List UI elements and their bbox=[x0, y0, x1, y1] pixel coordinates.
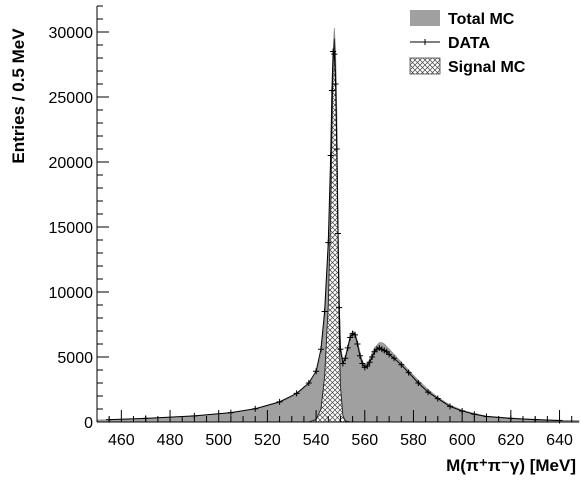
x-tick-label: 500 bbox=[205, 432, 232, 449]
data-point bbox=[369, 354, 376, 360]
x-tick-label: 520 bbox=[254, 432, 281, 449]
data-point bbox=[344, 344, 351, 351]
x-tick-label: 580 bbox=[400, 432, 427, 449]
data-point bbox=[446, 403, 453, 410]
y-tick-label: 10000 bbox=[49, 285, 94, 302]
legend-swatch-signal-mc bbox=[409, 57, 441, 75]
data-point bbox=[364, 363, 371, 370]
data-point bbox=[434, 395, 441, 402]
data-point bbox=[339, 360, 346, 367]
data-point bbox=[276, 398, 283, 405]
data-point bbox=[354, 341, 361, 347]
y-tick-label: 15000 bbox=[49, 220, 94, 237]
legend-swatch-data-marker bbox=[422, 39, 428, 45]
y-tick-label: 20000 bbox=[49, 155, 94, 172]
data-point bbox=[328, 87, 335, 94]
x-tick-label: 560 bbox=[351, 432, 378, 449]
x-tick-label: 620 bbox=[497, 432, 524, 449]
y-axis-title: Entries / 0.5 MeV bbox=[9, 28, 28, 164]
data-point bbox=[313, 368, 320, 375]
data-point bbox=[342, 355, 349, 362]
data-point bbox=[415, 380, 422, 386]
data-point bbox=[386, 351, 393, 358]
legend-label: DATA bbox=[448, 35, 491, 52]
x-tick-label: 600 bbox=[449, 432, 476, 449]
data-point bbox=[252, 405, 259, 412]
data-point bbox=[356, 352, 363, 359]
data-point bbox=[332, 81, 339, 87]
data-point bbox=[366, 359, 373, 366]
legend-swatch-total-mc bbox=[410, 10, 440, 26]
data-point bbox=[321, 308, 328, 315]
data-point bbox=[352, 331, 359, 338]
x-tick-label: 540 bbox=[303, 432, 330, 449]
data-point bbox=[331, 51, 338, 58]
data-point bbox=[330, 48, 337, 55]
data-point bbox=[336, 304, 343, 311]
data-point bbox=[337, 346, 344, 353]
series-data-line bbox=[109, 51, 560, 421]
y-tick-label: 25000 bbox=[49, 90, 94, 107]
data-point bbox=[347, 334, 354, 341]
data-point bbox=[227, 409, 234, 416]
x-tick-label: 640 bbox=[546, 432, 573, 449]
data-point bbox=[390, 355, 397, 362]
data-point bbox=[398, 361, 405, 368]
x-tick-label: 460 bbox=[108, 432, 135, 449]
y-tick-label: 0 bbox=[84, 415, 93, 432]
data-point bbox=[425, 389, 432, 396]
data-point bbox=[317, 346, 324, 353]
data-point bbox=[335, 230, 341, 237]
data-point bbox=[359, 360, 366, 367]
x-axis-title: M(π⁺π⁻γ) [MeV] bbox=[446, 456, 576, 475]
data-point bbox=[325, 239, 332, 246]
x-tick-label: 480 bbox=[157, 432, 184, 449]
series-signal-mc bbox=[308, 38, 351, 423]
data-point bbox=[333, 146, 340, 152]
data-point bbox=[305, 380, 312, 386]
y-tick-label: 5000 bbox=[57, 350, 93, 367]
data-point bbox=[293, 390, 300, 397]
data-point bbox=[327, 152, 334, 159]
y-tick-label: 30000 bbox=[49, 25, 94, 42]
legend-label: Signal MC bbox=[448, 59, 526, 76]
legend-label: Total MC bbox=[448, 11, 515, 28]
data-point bbox=[405, 369, 412, 376]
